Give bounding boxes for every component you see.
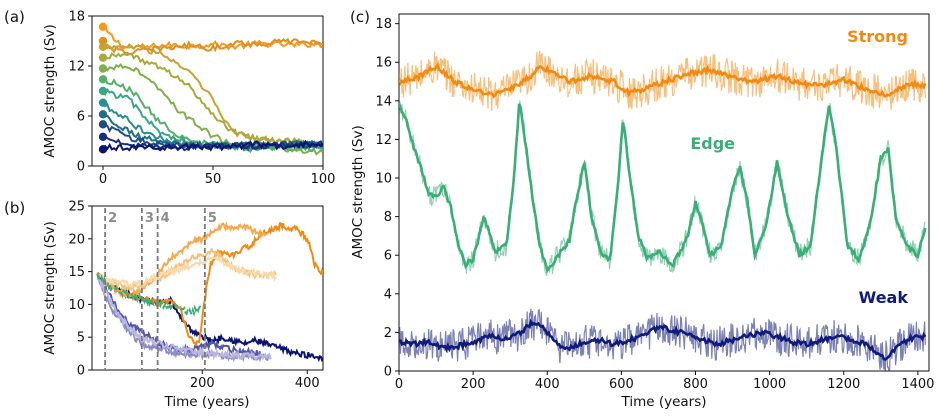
initial-condition-marker	[98, 132, 108, 142]
series-raw-edge	[399, 99, 926, 276]
x-tick-label: 600	[609, 377, 634, 392]
initial-condition-marker	[98, 75, 108, 84]
x-tick-label: 400	[535, 377, 560, 392]
series-raw-weak	[399, 308, 926, 371]
y-tick-label: 14	[375, 94, 392, 109]
x-tick-label: 800	[683, 377, 708, 392]
series-line-orange-2	[96, 220, 267, 299]
x-tick-label: 1000	[753, 377, 786, 392]
y-tick-label: 4	[384, 287, 392, 302]
panel-b-series	[96, 220, 323, 363]
y-tick-label: 2	[384, 326, 392, 341]
panel-b-frame	[91, 205, 324, 371]
series-line-ic-15	[102, 37, 323, 56]
label-weak: Weak	[859, 288, 909, 307]
y-tick-label: 0	[384, 365, 392, 380]
series-line-strong	[399, 62, 927, 99]
y-tick-label: 12	[375, 133, 392, 148]
y-tick-label: 10	[375, 172, 392, 187]
panel-a-chart: 0 50 100 0 6 12 18 AMOC strength (Sv)	[42, 10, 335, 188]
initial-condition-marker	[98, 110, 108, 119]
panel-c-y-axis-label: AMOC strength (Sv)	[350, 125, 366, 258]
x-tick-label: 200	[190, 376, 215, 391]
panel-a-series	[102, 25, 323, 156]
y-tick-label: 10	[68, 298, 85, 313]
x-tick-label: 0	[99, 172, 107, 187]
initial-condition-marker	[98, 64, 108, 73]
series-line-green-dash	[96, 273, 203, 317]
threshold-label-3: 3	[145, 211, 154, 226]
y-tick-label: 20	[68, 232, 85, 247]
x-tick-label: 1200	[827, 377, 860, 392]
panel-c-series	[399, 50, 927, 371]
y-tick-label: 18	[375, 17, 392, 32]
series-line-ic-2	[102, 140, 323, 152]
threshold-label-2: 2	[108, 211, 117, 226]
x-tick-label: 1400	[901, 377, 934, 392]
y-tick-label: 25	[68, 200, 85, 215]
initial-condition-marker	[98, 145, 108, 154]
initial-condition-marker	[98, 36, 108, 46]
y-tick-label: 8	[384, 210, 392, 225]
threshold-label-5: 5	[208, 211, 217, 226]
panel-c-chart: 0 200 400 600 800 1000 1200 1400 0 2 4 6 8 10 12 14 16 1…	[350, 13, 934, 410]
series-line-ic-5	[102, 122, 323, 152]
panel-b-x-axis-label: Time (years)	[163, 394, 249, 410]
panel-c-label: (c)	[350, 8, 370, 26]
series-line-edge	[399, 102, 927, 274]
series-line-orange-3	[96, 247, 277, 293]
series-line-ic-11.7	[102, 63, 323, 156]
initial-condition-marker	[98, 53, 108, 62]
label-strong: Strong	[847, 27, 908, 46]
x-tick-label: 100	[311, 172, 336, 187]
threshold-label-4: 4	[161, 211, 170, 226]
x-tick-label: 50	[205, 172, 222, 187]
initial-condition-marker	[98, 42, 108, 52]
panel-c-frame	[398, 13, 930, 372]
panel-b-label: (b)	[4, 199, 25, 217]
y-tick-label: 0	[77, 160, 85, 175]
y-tick-label: 5	[77, 331, 85, 346]
panel-c-x-ticks: 0 200 400 600 800 1000 1200 1400	[395, 371, 934, 392]
y-tick-label: 6	[384, 249, 392, 264]
panel-b-y-ticks: 0 5 10 15 20 25	[68, 200, 92, 379]
panel-c-y-ticks: 0 2 4 6 8 10 12 14 16 18	[375, 17, 399, 380]
panel-b-y-axis-label: AMOC strength (Sv)	[42, 221, 58, 354]
series-line-ic-13	[102, 52, 323, 147]
series-raw-strong	[399, 50, 926, 112]
panel-a-y-axis-label: AMOC strength (Sv)	[42, 24, 58, 157]
y-tick-label: 15	[68, 265, 85, 280]
panel-a-x-ticks: 0 50 100	[99, 166, 336, 187]
initial-condition-marker	[98, 120, 108, 129]
y-tick-label: 12	[68, 60, 85, 75]
x-tick-label: 400	[295, 376, 320, 391]
panel-b-x-ticks: 200 400	[190, 370, 320, 391]
series-line-ic-14.3	[102, 42, 323, 150]
initial-condition-marker	[98, 22, 108, 32]
panel-a-label: (a)	[4, 8, 25, 26]
initial-condition-marker	[98, 86, 108, 96]
y-tick-label: 18	[68, 10, 85, 25]
panel-c-x-axis-label: Time (years)	[620, 394, 706, 410]
x-tick-label: 200	[461, 377, 486, 392]
y-tick-label: 0	[77, 364, 85, 379]
panel-a-markers	[98, 22, 108, 154]
series-line-weak	[399, 318, 927, 361]
panel-a-frame	[91, 15, 324, 167]
x-tick-label: 0	[395, 377, 403, 392]
series-line-purple-3	[96, 273, 272, 361]
initial-condition-marker	[98, 98, 108, 107]
panel-a-y-ticks: 0 6 12 18	[68, 10, 92, 175]
label-edge: Edge	[690, 134, 735, 153]
y-tick-label: 16	[375, 56, 392, 71]
series-line-orange-4	[96, 255, 277, 288]
y-tick-label: 6	[77, 110, 85, 125]
